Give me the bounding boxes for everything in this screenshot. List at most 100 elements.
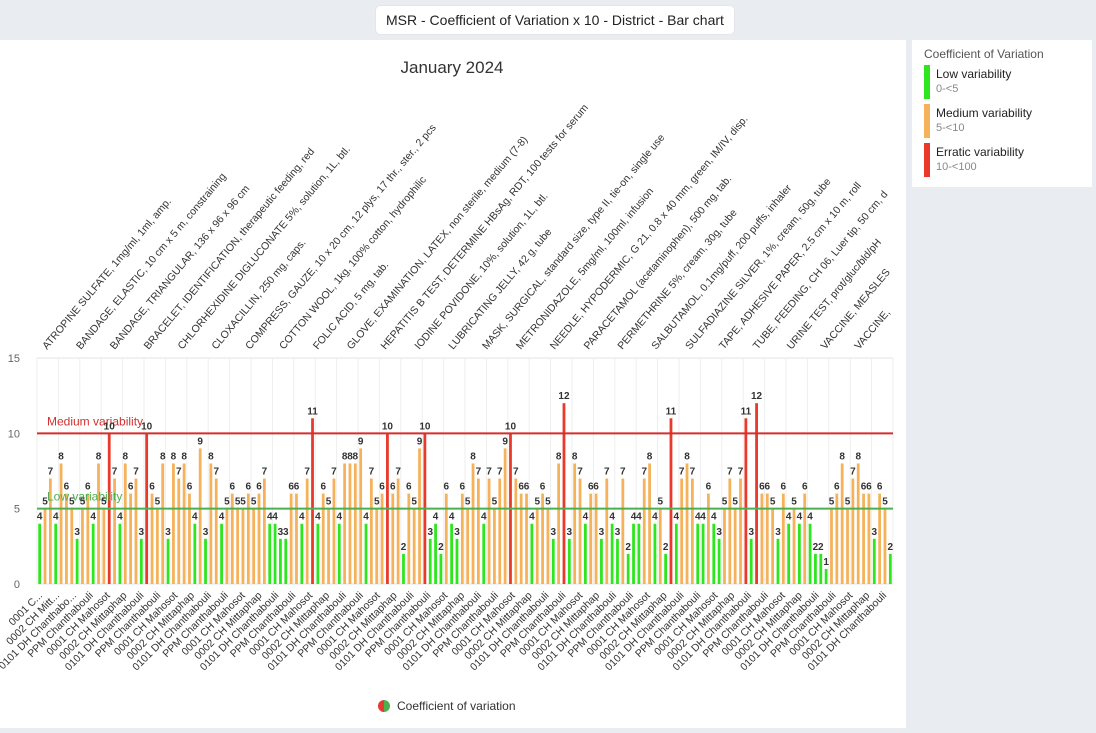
bar[interactable] bbox=[48, 478, 52, 584]
bar[interactable] bbox=[653, 523, 657, 584]
bar[interactable] bbox=[450, 523, 454, 584]
bar[interactable] bbox=[755, 403, 758, 584]
bar[interactable] bbox=[220, 523, 223, 584]
bar[interactable] bbox=[102, 508, 106, 584]
bar[interactable] bbox=[819, 553, 823, 584]
bar[interactable] bbox=[460, 493, 464, 584]
bar[interactable] bbox=[610, 523, 614, 584]
bar[interactable] bbox=[557, 463, 561, 584]
bar[interactable] bbox=[295, 493, 298, 584]
bar[interactable] bbox=[680, 478, 684, 584]
bar[interactable] bbox=[760, 493, 764, 584]
bar[interactable] bbox=[252, 508, 256, 584]
bar[interactable] bbox=[118, 523, 122, 584]
bar[interactable] bbox=[765, 493, 769, 584]
bar[interactable] bbox=[262, 478, 266, 584]
bar[interactable] bbox=[744, 418, 748, 584]
bar[interactable] bbox=[139, 538, 143, 584]
bar[interactable] bbox=[444, 493, 448, 584]
bar[interactable] bbox=[648, 463, 651, 584]
bar[interactable] bbox=[519, 493, 523, 584]
bar[interactable] bbox=[487, 478, 491, 584]
bar[interactable] bbox=[803, 493, 807, 584]
bar[interactable] bbox=[883, 508, 887, 584]
bar[interactable] bbox=[594, 493, 598, 584]
bar[interactable] bbox=[316, 523, 320, 584]
bar[interactable] bbox=[59, 463, 63, 584]
bar[interactable] bbox=[300, 523, 304, 584]
bar[interactable] bbox=[856, 463, 860, 584]
bar[interactable] bbox=[600, 538, 603, 584]
bar[interactable] bbox=[482, 523, 486, 584]
bar[interactable] bbox=[113, 478, 116, 584]
bar[interactable] bbox=[75, 538, 79, 584]
bar[interactable] bbox=[797, 523, 801, 584]
bar[interactable] bbox=[225, 508, 229, 584]
bar[interactable] bbox=[605, 478, 609, 584]
bar[interactable] bbox=[166, 538, 170, 584]
bar[interactable] bbox=[814, 553, 817, 584]
bar[interactable] bbox=[193, 523, 197, 584]
bar[interactable] bbox=[380, 493, 384, 584]
bar[interactable] bbox=[236, 508, 240, 584]
bar[interactable] bbox=[535, 508, 539, 584]
bar[interactable] bbox=[776, 538, 780, 584]
bar[interactable] bbox=[835, 493, 839, 584]
bar[interactable] bbox=[530, 523, 534, 584]
bar[interactable] bbox=[471, 463, 475, 584]
bar[interactable] bbox=[81, 508, 84, 584]
bar[interactable] bbox=[840, 463, 844, 584]
bar[interactable] bbox=[311, 418, 314, 584]
bar[interactable] bbox=[327, 508, 330, 584]
bar[interactable] bbox=[867, 493, 871, 584]
bar[interactable] bbox=[150, 493, 154, 584]
bar[interactable] bbox=[685, 463, 689, 584]
bar[interactable] bbox=[578, 478, 582, 584]
bar[interactable] bbox=[134, 478, 138, 584]
bar[interactable] bbox=[616, 538, 619, 584]
bar[interactable] bbox=[177, 478, 181, 584]
bar[interactable] bbox=[91, 523, 95, 584]
bar[interactable] bbox=[690, 478, 694, 584]
bar[interactable] bbox=[257, 493, 261, 584]
bar[interactable] bbox=[439, 553, 443, 584]
bar[interactable] bbox=[402, 553, 405, 584]
bar[interactable] bbox=[246, 493, 250, 584]
bar[interactable] bbox=[364, 523, 368, 584]
bar[interactable] bbox=[664, 553, 668, 584]
bar[interactable] bbox=[808, 523, 812, 584]
bar[interactable] bbox=[70, 508, 74, 584]
bar[interactable] bbox=[626, 553, 630, 584]
bar[interactable] bbox=[396, 478, 400, 584]
bar[interactable] bbox=[583, 523, 587, 584]
bar[interactable] bbox=[696, 523, 700, 584]
bar[interactable] bbox=[214, 478, 218, 584]
bar[interactable] bbox=[830, 508, 833, 584]
bar[interactable] bbox=[712, 523, 716, 584]
bar[interactable] bbox=[337, 523, 341, 584]
bar[interactable] bbox=[204, 538, 207, 584]
bar[interactable] bbox=[343, 463, 347, 584]
bar[interactable] bbox=[749, 538, 753, 584]
bar[interactable] bbox=[279, 538, 282, 584]
bar[interactable] bbox=[546, 508, 550, 584]
bar[interactable] bbox=[567, 538, 571, 584]
bar[interactable] bbox=[701, 523, 705, 584]
bar[interactable] bbox=[862, 493, 865, 584]
bar[interactable] bbox=[289, 493, 293, 584]
bar[interactable] bbox=[455, 538, 459, 584]
bar[interactable] bbox=[86, 493, 90, 584]
bar[interactable] bbox=[514, 478, 518, 584]
bar[interactable] bbox=[155, 508, 159, 584]
bar[interactable] bbox=[723, 508, 726, 584]
bar[interactable] bbox=[198, 448, 202, 584]
bar[interactable] bbox=[846, 508, 849, 584]
bar[interactable] bbox=[573, 463, 577, 584]
bar[interactable] bbox=[739, 478, 742, 584]
bar[interactable] bbox=[241, 508, 245, 584]
bar[interactable] bbox=[872, 538, 876, 584]
bar[interactable] bbox=[621, 478, 625, 584]
bar[interactable] bbox=[781, 493, 785, 584]
bar[interactable] bbox=[369, 478, 373, 584]
bar[interactable] bbox=[65, 493, 68, 584]
